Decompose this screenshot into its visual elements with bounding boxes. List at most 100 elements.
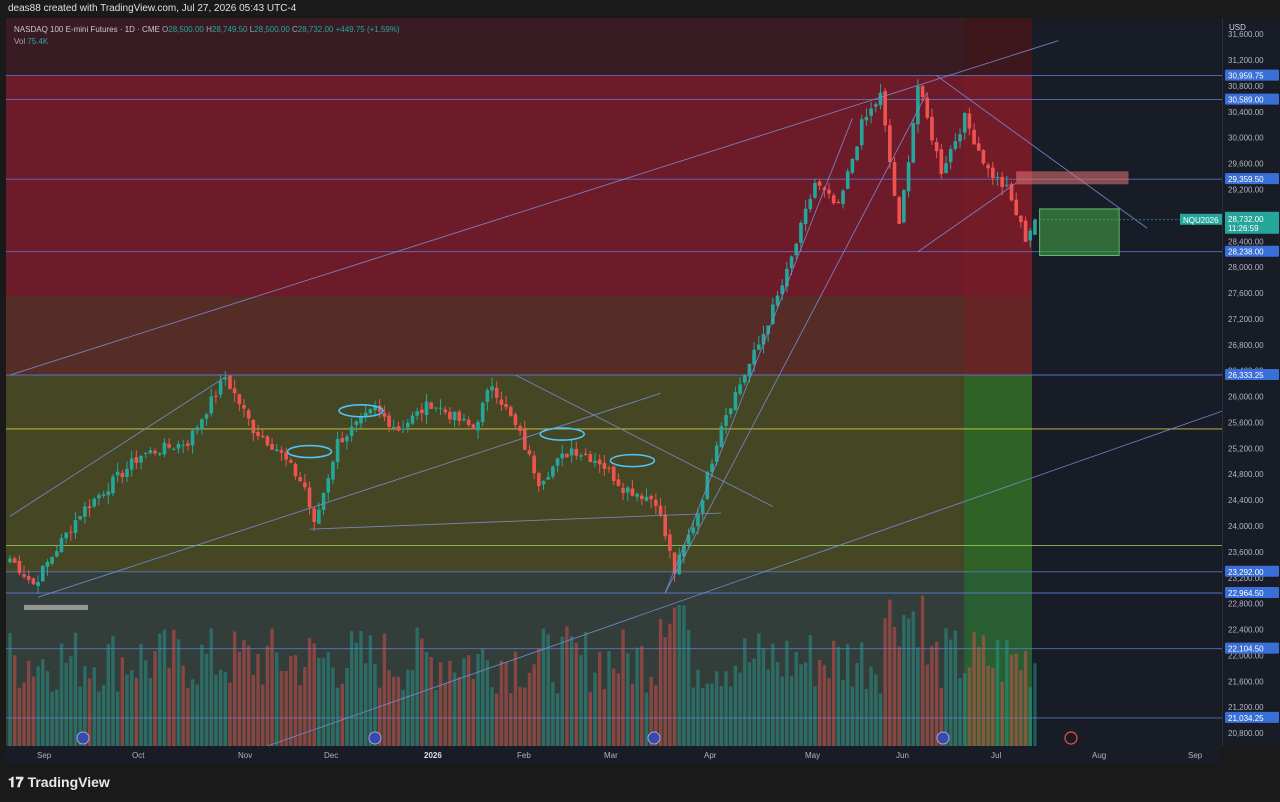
volume-bar — [87, 678, 92, 746]
price-level-badge[interactable]: 22,104.50 — [1225, 642, 1279, 654]
candle-body — [930, 116, 934, 141]
volume-bar — [462, 658, 466, 746]
volume-bar — [485, 660, 490, 746]
price-axis-svg[interactable]: 20,800.00 21,200.00 21,600.00 22,000.00 22,4… — [1223, 18, 1280, 746]
footer: 𝟏𝟕 TradingView — [0, 764, 1280, 802]
time-axis-svg[interactable]: Sep Oct Nov Dec 2026 Feb Mar Apr May Jun Jul Aug Sep — [6, 746, 1222, 764]
zone-top-dark — [6, 18, 964, 76]
price-axis[interactable]: 20,800.00 21,200.00 21,600.00 22,000.00 22,4… — [1222, 18, 1280, 746]
candle-body — [424, 401, 429, 415]
volume-bar — [1005, 639, 1009, 746]
candle-body — [78, 516, 82, 520]
symbol-tag-label: NQU2026 — [1183, 216, 1219, 225]
price-level-badge-bg — [1225, 642, 1279, 654]
price-level-badge[interactable]: 26,333.25 — [1225, 368, 1279, 380]
candle-body — [967, 113, 972, 129]
volume-bar — [345, 668, 349, 746]
chart-svg[interactable]: NQU2026 — [6, 18, 1222, 746]
candle-body — [1014, 199, 1018, 215]
volume-bar — [111, 636, 115, 746]
volume-bar — [649, 676, 653, 746]
volume-bar — [55, 689, 59, 746]
price-level-label: 29,359.50 — [1228, 175, 1264, 184]
trendline-impulse-a — [664, 92, 928, 594]
price-level-label: 22,104.50 — [1228, 645, 1264, 654]
price-level-badge[interactable]: 28,238.00 — [1225, 245, 1279, 257]
event-icon — [368, 731, 382, 745]
candle-body — [616, 479, 621, 486]
candle-body — [209, 396, 214, 414]
candle-body — [335, 439, 340, 463]
volume-bar — [443, 682, 447, 746]
currency-label[interactable]: USD — [1229, 23, 1246, 32]
candle-body — [377, 405, 382, 412]
legend-open: 28,500.00 — [168, 25, 204, 34]
volume-bar — [382, 633, 387, 746]
price-level-badge[interactable]: 21,034.25 — [1225, 711, 1279, 723]
candle-body — [649, 496, 653, 500]
candle-body — [508, 407, 513, 416]
volume-bar — [195, 684, 199, 746]
candle-body — [719, 426, 724, 448]
volume-bar — [176, 639, 181, 746]
price-level-badge-bg — [1225, 173, 1279, 185]
candle-body — [129, 458, 134, 470]
candle-body — [953, 141, 958, 149]
volume-bar — [1000, 682, 1004, 746]
zone-green-right — [964, 374, 1032, 746]
volume-bar — [200, 644, 204, 746]
price-level-badge-bg — [1225, 368, 1279, 380]
volume-bar — [523, 687, 527, 746]
zone-orange — [6, 296, 1032, 375]
volume-bar — [920, 595, 925, 746]
symbol-tag[interactable]: NQU2026 — [1180, 213, 1222, 225]
price-tick-label: 30,000.00 — [1228, 134, 1264, 143]
volume-bar — [743, 638, 747, 746]
price-level-badge[interactable]: 22,964.50 — [1225, 586, 1279, 598]
price-tick-label: 30,400.00 — [1228, 108, 1264, 117]
candle-body — [850, 159, 855, 173]
price-level-badge-bg — [1225, 711, 1279, 723]
candle-body — [939, 149, 944, 174]
tradingview-logo[interactable]: 𝟏𝟕 TradingView — [8, 774, 110, 791]
candle-body — [97, 495, 101, 499]
volume-bar — [883, 618, 887, 746]
candle-body — [864, 116, 869, 121]
trendline-rise — [9, 376, 226, 517]
volume-bar — [312, 643, 316, 746]
candle-body — [401, 428, 405, 430]
volume-bar — [490, 687, 494, 746]
candle-body — [490, 386, 494, 391]
time-axis[interactable]: Sep Oct Nov Dec 2026 Feb Mar Apr May Jun Jul Aug Sep — [6, 746, 1222, 764]
volume-bar — [509, 693, 513, 746]
candle-body — [817, 181, 822, 186]
candle-body — [724, 415, 728, 426]
volume-bar — [668, 623, 672, 746]
volume-bar — [246, 645, 251, 746]
chart-pane[interactable]: NQU2026 NASDAQ 100 E-mini Futures · 1D ·… — [6, 18, 1222, 746]
volume-bar — [729, 686, 733, 746]
price-level-badge[interactable]: 30,959.75 — [1225, 69, 1279, 81]
candle-body — [12, 558, 17, 563]
price-level-badge[interactable]: 23,292.00 — [1225, 565, 1279, 577]
volume-bar — [579, 655, 583, 746]
candle-body — [916, 86, 920, 125]
candle-body — [888, 125, 892, 162]
price-level-badge[interactable]: 29,359.50 — [1225, 173, 1279, 185]
resistance-box — [1016, 171, 1129, 185]
time-tick-label: Dec — [324, 751, 338, 760]
volume-bar — [106, 644, 110, 746]
event-icon — [647, 731, 661, 745]
candle-body — [373, 406, 377, 411]
volume-bar — [162, 629, 167, 746]
price-level-badge[interactable]: 30,589.00 — [1225, 93, 1279, 105]
time-tick-label: Jun — [896, 751, 909, 760]
volume-bar — [78, 686, 82, 746]
price-tick-label: 26,000.00 — [1228, 393, 1264, 402]
candle-body — [69, 531, 73, 533]
legend-symbol: NASDAQ 100 E-mini Futures · 1D · CME — [14, 25, 160, 34]
attribution-bar: deas88 created with TradingView.com, Jul… — [0, 0, 1280, 18]
candle-body — [714, 445, 719, 463]
legend-low-label: L — [249, 25, 255, 34]
